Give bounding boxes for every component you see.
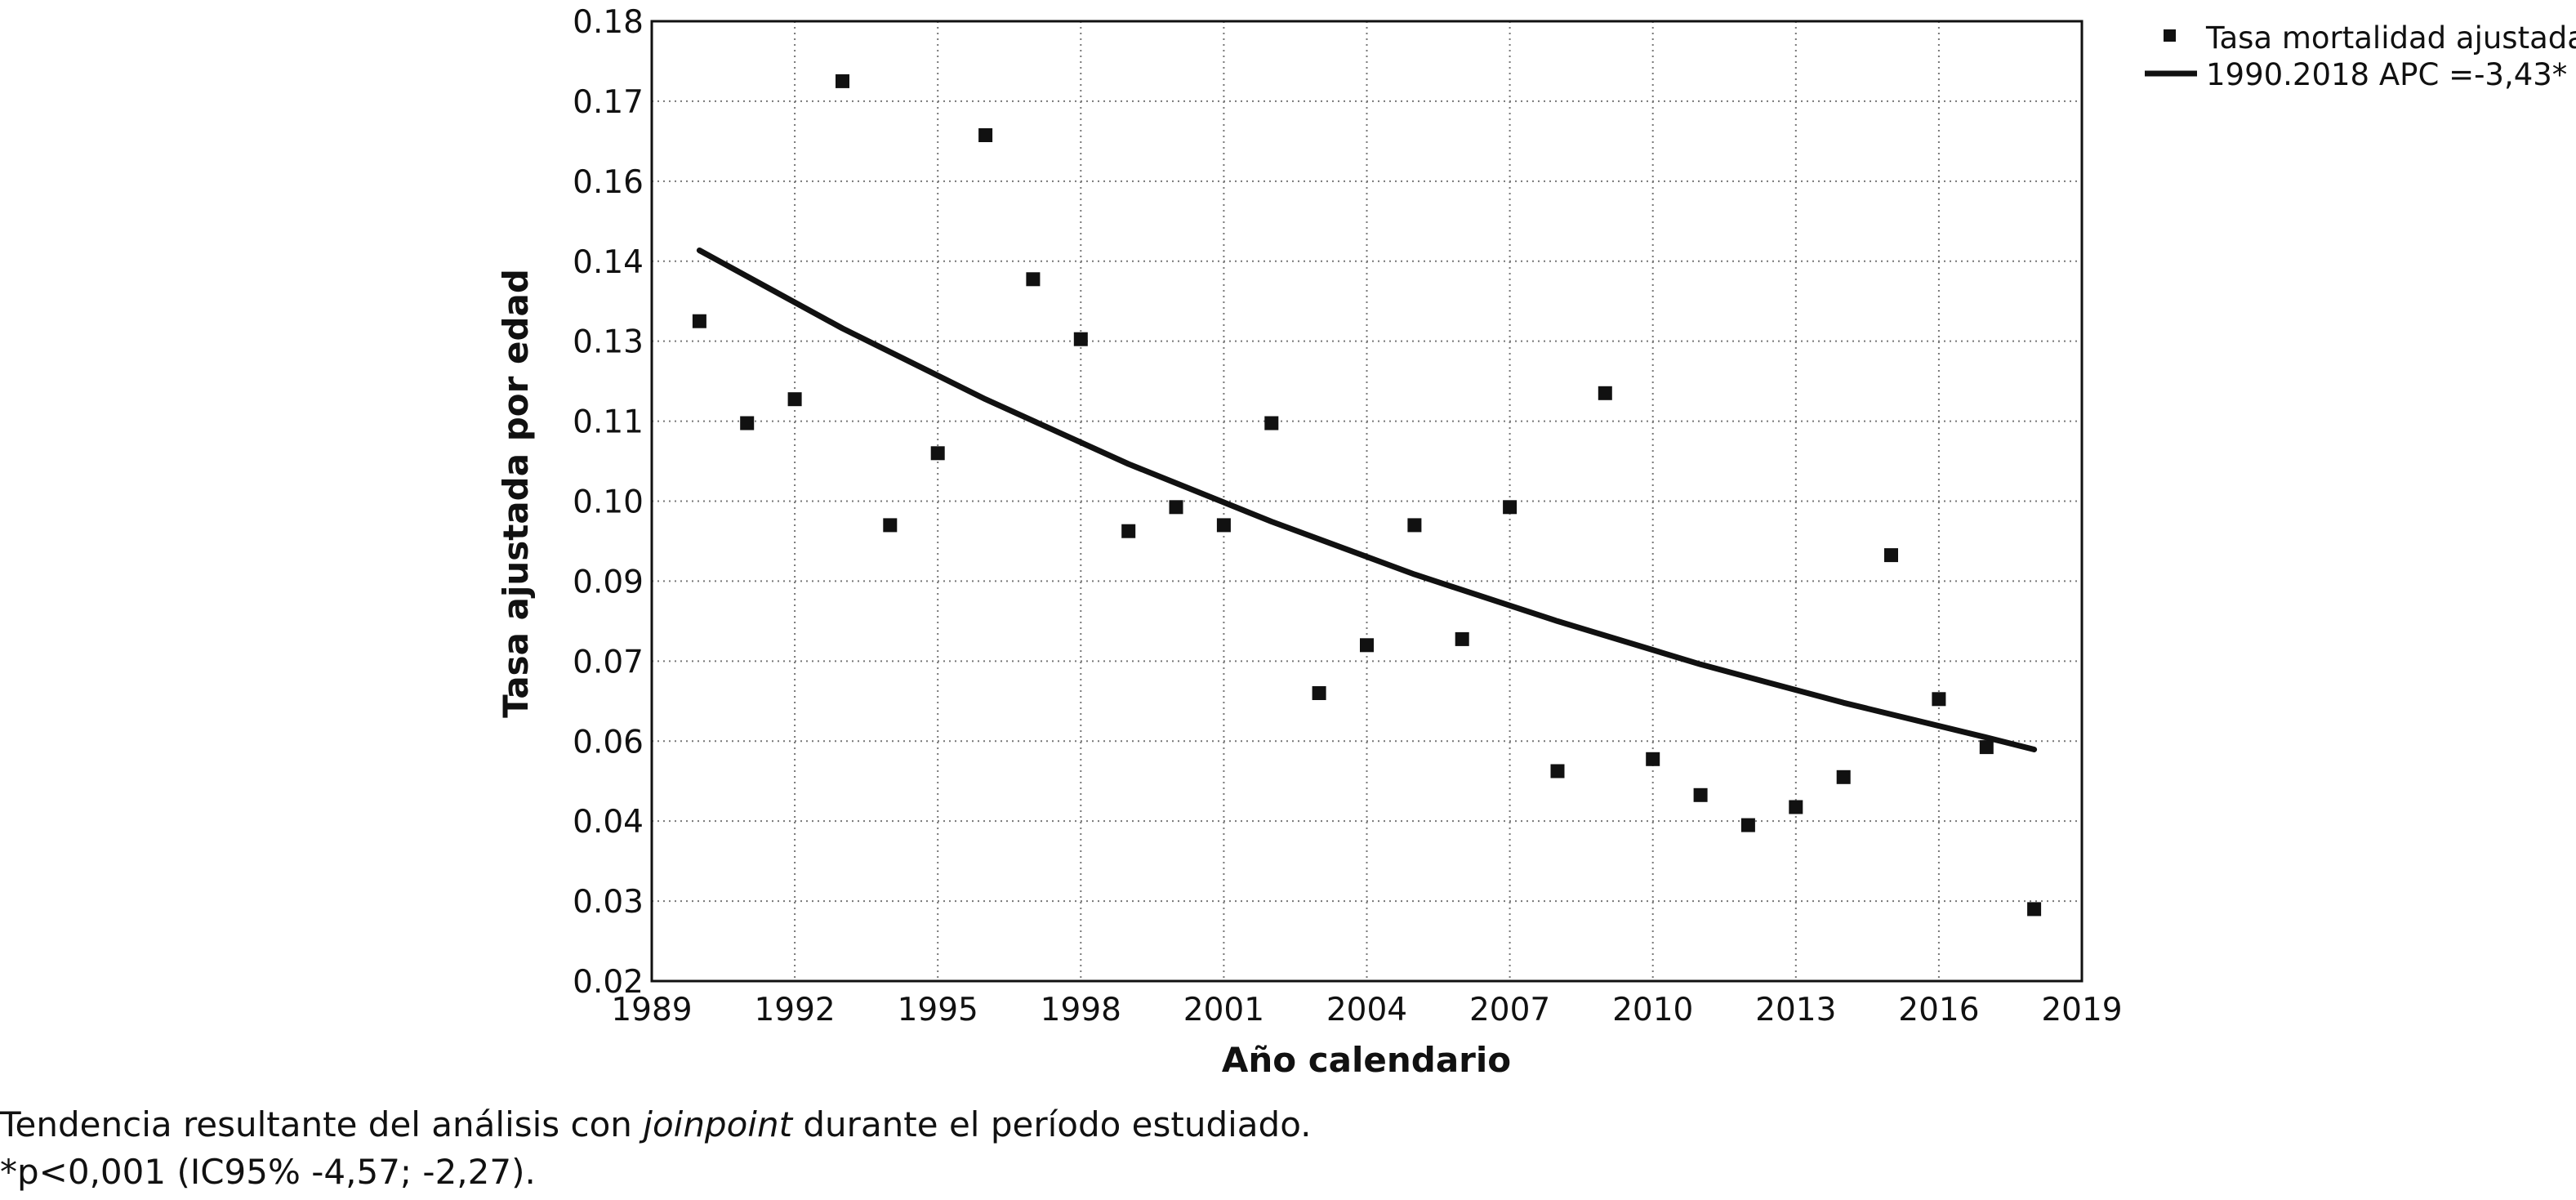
x-tick-label: 2001 (1183, 992, 1264, 1028)
x-tick-label: 1998 (1041, 992, 1121, 1028)
y-tick-label: 0.06 (573, 724, 644, 761)
x-axis-title: Año calendario (1222, 1040, 1511, 1080)
trend-line-layer (696, 248, 2038, 752)
data-point (1932, 692, 1946, 707)
y-tick-label: 0.17 (573, 84, 644, 121)
data-point (1598, 386, 1612, 400)
y-axis-title: Tasa ajustada por edad (496, 269, 536, 718)
y-tick-label: 0.11 (573, 404, 644, 441)
x-tick-label: 2013 (1755, 992, 1836, 1028)
data-point (930, 446, 945, 461)
figure-caption-line-2: *p<0,001 (IC95% -4,57; -2,27). (0, 1152, 536, 1192)
legend-label-scatter: Tasa mortalidad ajustada (2205, 20, 2576, 56)
y-tick-label: 0.16 (573, 164, 644, 201)
data-point (1740, 818, 1755, 832)
legend-label-trend: 1990.2018 APC =-3,43* (2206, 57, 2567, 92)
data-point (787, 392, 802, 407)
gridlines (652, 21, 2082, 981)
data-point (1121, 524, 1136, 538)
data-point (1455, 631, 1469, 646)
y-tick-label: 0.07 (573, 644, 644, 680)
data-point (740, 416, 755, 430)
data-point (1789, 800, 1803, 814)
data-point (1026, 272, 1041, 287)
x-tick-label: 2004 (1326, 992, 1407, 1028)
data-point (1979, 740, 1994, 755)
data-point (1073, 332, 1088, 346)
data-point (978, 128, 993, 142)
x-tick-label: 1995 (898, 992, 978, 1028)
x-tick-label: 2007 (1469, 992, 1550, 1028)
data-point (1312, 686, 1326, 700)
trend-line (696, 248, 2038, 752)
data-point (2027, 902, 2042, 917)
data-point (1360, 638, 1374, 653)
y-axis-ticks: 0.02 0.03 0.04 0.06 0.07 0.09 0.10 0.11 0.13 0.14… (573, 4, 644, 1001)
y-tick-label: 0.18 (573, 4, 644, 41)
x-tick-label: 2016 (1898, 992, 1979, 1028)
data-point (1503, 500, 1518, 515)
data-point (836, 74, 849, 88)
data-point (1216, 518, 1231, 533)
scatter-points (692, 74, 2042, 917)
data-point (1693, 787, 1708, 802)
x-tick-label: 2010 (1612, 992, 1693, 1028)
y-tick-label: 0.13 (573, 324, 644, 361)
data-point (1836, 770, 1851, 784)
data-point (1407, 518, 1422, 533)
plot-area-frame (650, 20, 2084, 983)
y-tick-label: 0.09 (573, 564, 644, 600)
data-point (1884, 548, 1898, 563)
y-tick-label: 0.03 (573, 884, 644, 921)
x-axis-ticks: 1989 1992 1995 1998 2001 2004 2007 2010 2013 2016… (611, 992, 2122, 1028)
x-tick-label: 1992 (754, 992, 835, 1028)
y-tick-label: 0.04 (573, 804, 644, 841)
data-point (883, 518, 898, 533)
data-point (1646, 752, 1660, 766)
caption-text-start: Tendencia resultante del análisis con (0, 1104, 644, 1144)
data-point (1264, 416, 1279, 430)
data-point (1169, 500, 1183, 515)
caption-text-end: durante el período estudiado. (792, 1104, 1312, 1144)
y-tick-label: 0.10 (573, 484, 644, 521)
figure-caption-line-1: Tendencia resultante del análisis con jo… (0, 1104, 1312, 1144)
legend: Tasa mortalidad ajustada 1990.2018 APC =… (2145, 20, 2576, 92)
data-point (1550, 764, 1565, 778)
x-tick-label: 1989 (611, 992, 692, 1028)
y-tick-label: 0.02 (573, 964, 644, 1001)
x-tick-label: 2019 (2041, 992, 2122, 1028)
data-point (692, 314, 706, 328)
caption-italic-term: joinpoint (643, 1104, 793, 1144)
y-tick-label: 0.14 (573, 244, 644, 281)
legend-marker-square (2164, 29, 2176, 42)
